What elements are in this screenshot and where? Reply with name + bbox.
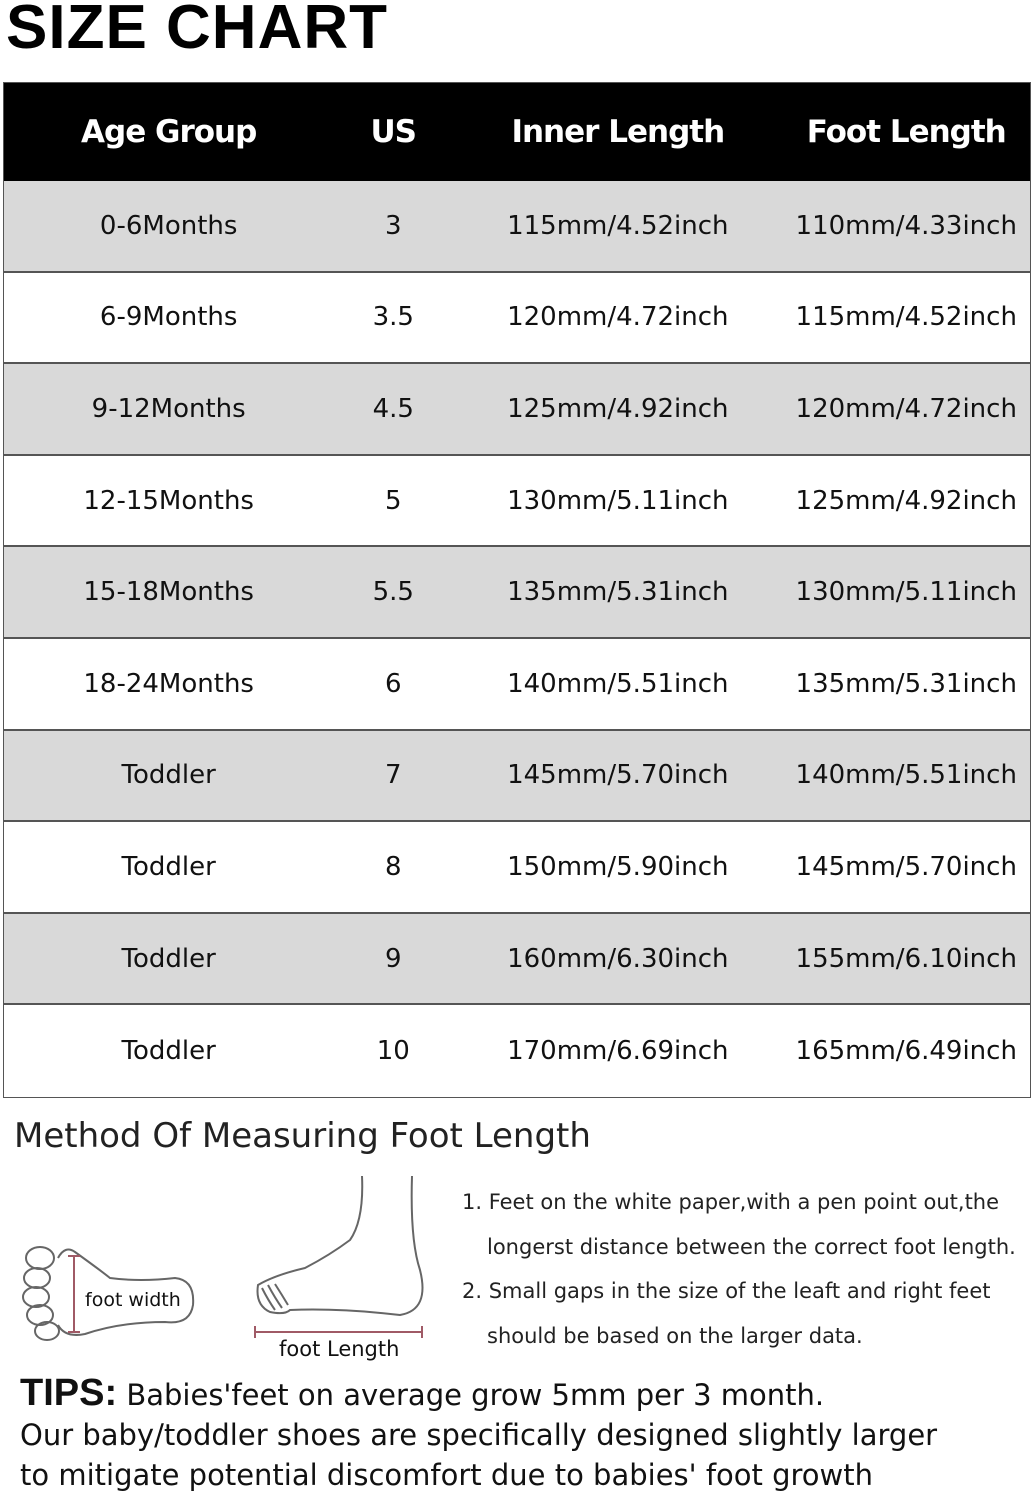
cell-inner-length: 170mm/6.69inch	[507, 1036, 729, 1067]
measuring-steps: 1. Feet on the white paper,with a pen po…	[462, 1180, 1016, 1358]
table-row: Toddler 7 145mm/5.70inch 140mm/5.51inch	[4, 730, 1030, 823]
size-table: Age Group US Inner Length Foot Length 0-…	[3, 82, 1031, 1098]
cell-inner-length: 130mm/5.11inch	[507, 485, 729, 516]
cell-us-size: 3	[384, 210, 402, 241]
cell-age-group: Toddler	[121, 851, 216, 882]
toe-icon	[25, 1246, 55, 1270]
cell-age-group: 12-15Months	[83, 485, 254, 516]
cell-inner-length: 160mm/6.30inch	[507, 943, 729, 974]
header-us: US	[370, 114, 416, 150]
cell-us-size: 9	[384, 943, 402, 974]
cell-age-group: 18-24Months	[83, 668, 254, 699]
cell-foot-length: 125mm/4.92inch	[795, 485, 1017, 516]
cell-foot-length: 165mm/6.49inch	[795, 1036, 1017, 1067]
table-header: Age Group US Inner Length Foot Length	[4, 83, 1030, 181]
cell-us-size: 10	[376, 1036, 410, 1067]
step-2-line-1: 2. Small gaps in the size of the leaft a…	[462, 1279, 991, 1303]
step-2-line-2: should be based on the larger data.	[487, 1323, 863, 1348]
tips-line-1: Babies'feet on average grow 5mm per 3 mo…	[117, 1378, 825, 1412]
cell-foot-length: 145mm/5.70inch	[795, 851, 1017, 882]
table-row: 6-9Months 3.5 120mm/4.72inch 115mm/4.52inch	[4, 272, 1030, 365]
cell-inner-length: 125mm/4.92inch	[507, 393, 729, 424]
cell-foot-length: 115mm/4.52inch	[795, 302, 1017, 333]
cell-age-group: 9-12Months	[91, 393, 246, 424]
cell-inner-length: 150mm/5.90inch	[507, 851, 729, 882]
table-row: Toddler 9 160mm/6.30inch 155mm/6.10inch	[4, 913, 1030, 1006]
table-row: 0-6Months 3 115mm/4.52inch 110mm/4.33inch	[4, 181, 1030, 273]
table-row: 9-12Months 4.5 125mm/4.92inch 120mm/4.72inc…	[4, 364, 1030, 456]
tips-line-2: Our baby/toddler shoes are specifically …	[20, 1418, 938, 1452]
foot-width-label: foot width	[85, 1289, 181, 1311]
table-row: 15-18Months 5.5 135mm/5.31inch 130mm/5.11in…	[4, 547, 1030, 639]
cell-age-group: 15-18Months	[83, 577, 254, 608]
table-row: Toddler 10 170mm/6.69inch 165mm/6.49inch	[4, 1005, 1030, 1097]
cell-us-size: 4.5	[372, 393, 414, 424]
cell-foot-length: 155mm/6.10inch	[795, 943, 1017, 974]
cell-us-size: 5	[384, 485, 402, 516]
tips: TIPS: Babies'feet on average grow 5mm pe…	[20, 1372, 937, 1495]
tips-label: TIPS:	[20, 1372, 118, 1414]
header-foot-length: Foot Length	[806, 114, 1007, 150]
foot-illustration: foot width foot Length	[22, 1175, 424, 1361]
cell-age-group: Toddler	[121, 943, 216, 974]
cell-foot-length: 135mm/5.31inch	[795, 668, 1017, 699]
cell-age-group: Toddler	[121, 1036, 216, 1067]
table-row: 12-15Months 5 130mm/5.11inch 125mm/4.92inch	[4, 455, 1030, 548]
page-title: SIZE CHART	[6, 0, 388, 62]
header-inner-length: Inner Length	[511, 114, 725, 150]
side-foot-icon	[256, 1175, 424, 1317]
foot-length-label: foot Length	[279, 1337, 399, 1361]
cell-age-group: 6-9Months	[99, 302, 238, 333]
cell-inner-length: 135mm/5.31inch	[507, 577, 729, 608]
cell-inner-length: 115mm/4.52inch	[507, 210, 729, 241]
cell-us-size: 5.5	[372, 577, 414, 608]
cell-us-size: 3.5	[372, 302, 414, 333]
cell-inner-length: 145mm/5.70inch	[507, 760, 729, 791]
cell-us-size: 6	[384, 668, 402, 699]
step-1-line-1: 1. Feet on the white paper,with a pen po…	[462, 1190, 1000, 1214]
cell-us-size: 7	[384, 760, 402, 791]
toe-icon	[26, 1304, 54, 1326]
foot-sole-icon	[57, 1248, 195, 1336]
tips-line-3: to mitigate potential discomfort due to …	[20, 1458, 874, 1492]
cell-inner-length: 140mm/5.51inch	[507, 668, 729, 699]
method-heading: Method Of Measuring Foot Length	[14, 1116, 591, 1156]
cell-age-group: 0-6Months	[99, 210, 238, 241]
header-age-group: Age Group	[81, 114, 257, 150]
toe-icon	[34, 1321, 60, 1341]
toe-icon	[23, 1267, 51, 1289]
cell-us-size: 8	[384, 851, 402, 882]
step-1-line-2: longerst distance between the correct fo…	[487, 1234, 1016, 1259]
cell-foot-length: 110mm/4.33inch	[795, 210, 1017, 241]
cell-foot-length: 130mm/5.11inch	[795, 577, 1017, 608]
table-row: 18-24Months 6 140mm/5.51inch 135mm/5.31inch	[4, 638, 1030, 731]
cell-age-group: Toddler	[121, 760, 216, 791]
cell-foot-length: 120mm/4.72inch	[795, 393, 1017, 424]
table-row: Toddler 8 150mm/5.90inch 145mm/5.70inch	[4, 822, 1030, 914]
cell-foot-length: 140mm/5.51inch	[795, 760, 1017, 791]
cell-inner-length: 120mm/4.72inch	[507, 302, 729, 333]
toe-icon	[22, 1286, 50, 1308]
